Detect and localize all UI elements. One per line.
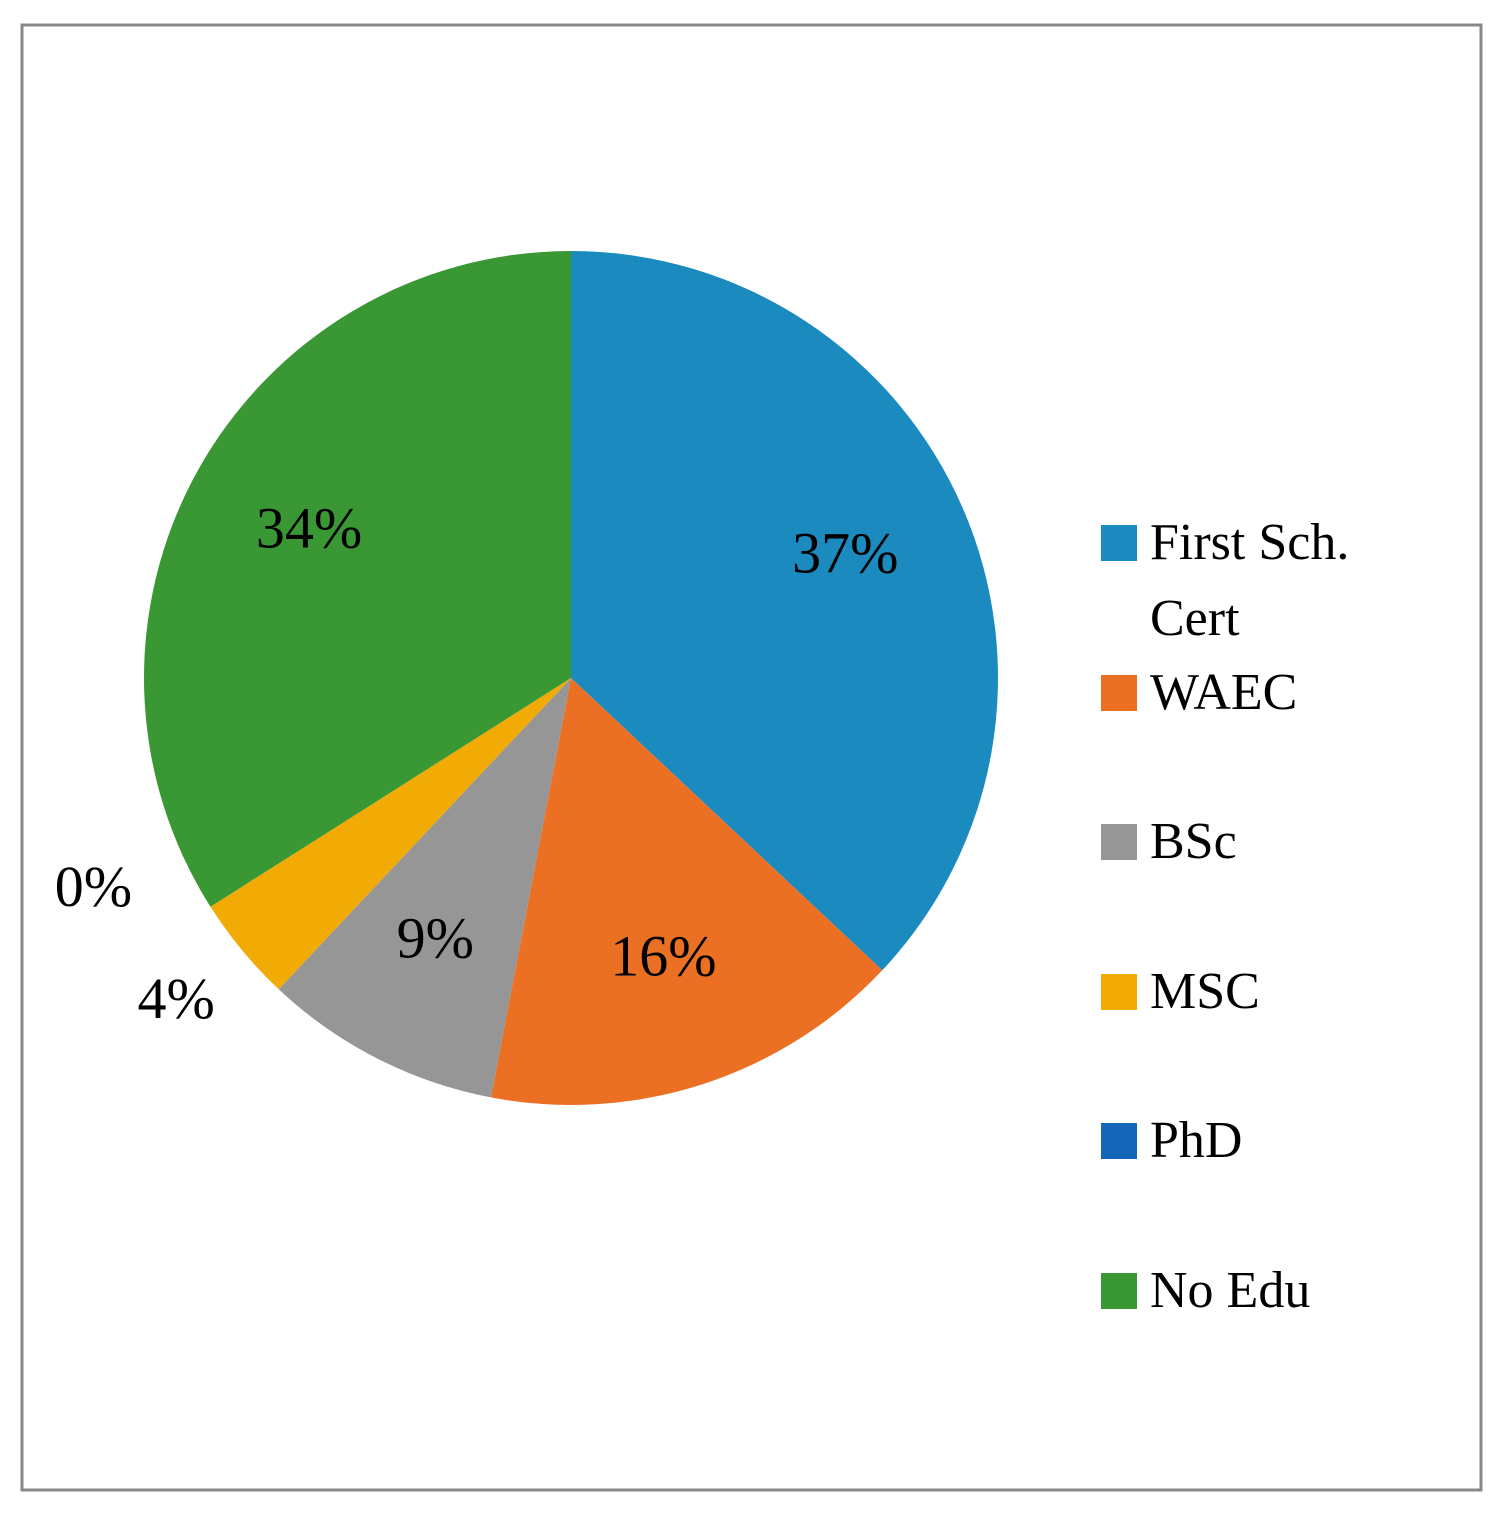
pie-slice: [571, 251, 998, 971]
legend-swatch: [1101, 1272, 1137, 1309]
legend-swatch: [1101, 525, 1137, 561]
legend-item: PhD: [1101, 1103, 1410, 1179]
data-label: 4%: [138, 966, 215, 1031]
legend-label: PhD: [1150, 1112, 1243, 1169]
data-label: 16%: [610, 924, 716, 989]
pie-slice: [210, 678, 571, 990]
legend-label: BSc: [1150, 813, 1237, 870]
legend-item: First Sch. Cert: [1101, 505, 1410, 657]
legend-swatch: [1101, 973, 1137, 1010]
pie-slice: [490, 678, 883, 1105]
legend-item: WAEC: [1101, 655, 1410, 731]
pie-slice: [144, 250, 572, 907]
data-label: 9%: [397, 906, 474, 971]
legend-swatch: [1101, 824, 1137, 860]
data-label: 37%: [792, 521, 898, 586]
pie-slice: [278, 678, 571, 1098]
legend-item: BSc: [1101, 804, 1410, 880]
legend-swatch: [1101, 674, 1137, 711]
legend-label: WAEC: [1150, 663, 1298, 721]
legend-label: First Sch. Cert: [1150, 514, 1350, 647]
legend-swatch: [1101, 1123, 1137, 1159]
legend-label: No Edu: [1150, 1261, 1311, 1319]
data-label: 0%: [55, 854, 132, 919]
legend-item: No Edu: [1101, 1253, 1410, 1329]
data-label: 34%: [256, 495, 362, 560]
legend-item: MSC: [1101, 954, 1410, 1030]
legend-label: MSC: [1150, 962, 1260, 1020]
